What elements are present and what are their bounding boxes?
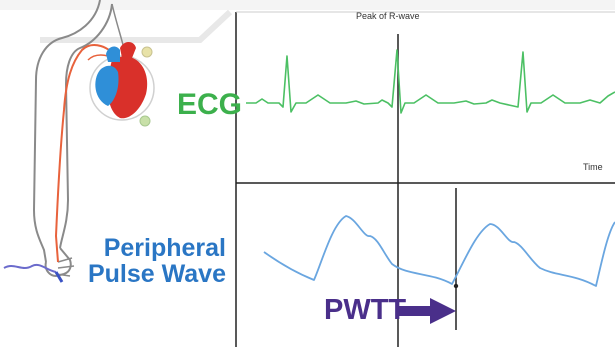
heart-icon bbox=[89, 42, 155, 127]
sensor-cable bbox=[3, 263, 57, 273]
ecg-label: ECG bbox=[177, 88, 243, 121]
pulse-wave-label: Pulse Wave bbox=[87, 260, 226, 288]
peak-r-wave-label: Peak of R-wave bbox=[356, 11, 420, 21]
pulse-wave-trace bbox=[263, 215, 615, 287]
top-band bbox=[0, 0, 615, 10]
finger-sensor bbox=[54, 271, 64, 283]
ecg-trace bbox=[246, 49, 615, 114]
peripheral-label: Peripheral bbox=[103, 234, 226, 262]
pwtt-label: PWTT bbox=[324, 294, 407, 326]
right-arrow-icon bbox=[398, 298, 456, 324]
time-axis-label: Time bbox=[583, 162, 603, 172]
pulse-foot-dot bbox=[453, 283, 459, 289]
artery-line bbox=[54, 44, 119, 263]
